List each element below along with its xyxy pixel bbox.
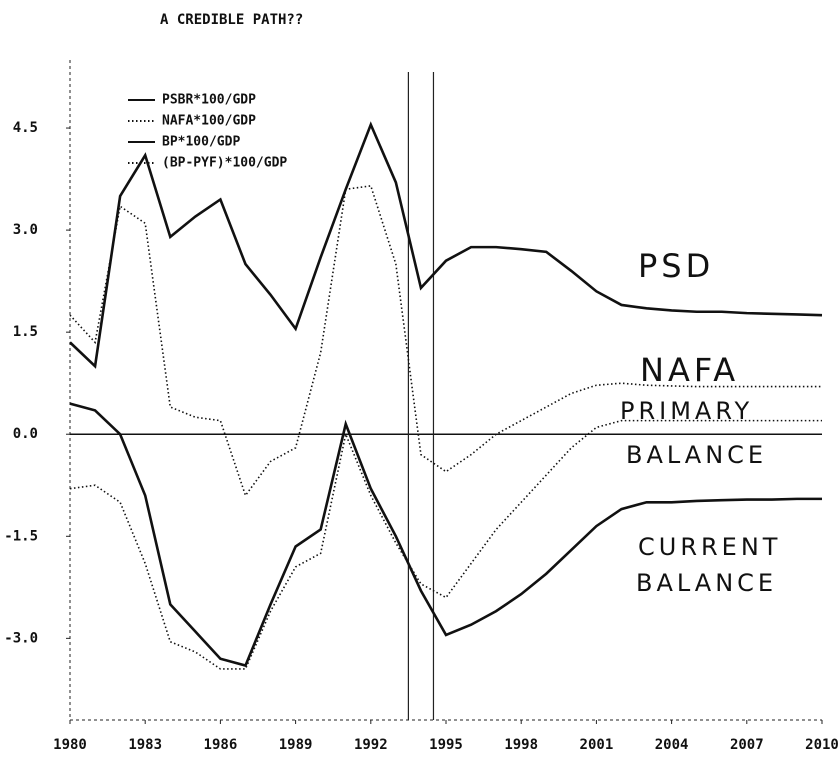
y-tick-label: -3.0 <box>4 630 38 646</box>
x-tick-label: 2004 <box>655 737 689 753</box>
y-tick-label: -1.5 <box>4 528 38 544</box>
series-line <box>69 121 823 369</box>
annotation: PRIMARY <box>620 397 753 425</box>
legend-label: (BP-PYF)*100/GDP <box>162 156 287 171</box>
annotation: NAFA <box>640 351 739 389</box>
x-tick-label: 2001 <box>580 737 614 753</box>
legend-label: BP*100/GDP <box>162 135 240 150</box>
x-tick-label: 1983 <box>128 737 162 753</box>
x-tick-label: 1998 <box>504 737 538 753</box>
series-line <box>69 402 822 668</box>
x-tick-label: 1995 <box>429 737 463 753</box>
y-tick-label: 3.0 <box>13 222 38 238</box>
y-tick-label: 1.5 <box>13 324 38 340</box>
legend-label: NAFA*100/GDP <box>162 114 256 129</box>
annotation: CURRENT <box>638 533 781 561</box>
x-tick-label: 2007 <box>730 737 764 753</box>
y-tick-label: 4.5 <box>13 120 38 136</box>
x-tick-label: 1980 <box>53 737 87 753</box>
legend-label: PSBR*100/GDP <box>162 93 256 108</box>
y-tick-label: 0.0 <box>13 426 38 442</box>
x-tick-label: 1986 <box>204 737 238 753</box>
x-tick-label: 2010 <box>805 737 839 753</box>
x-tick-label: 1992 <box>354 737 388 753</box>
chart-title: A CREDIBLE PATH?? <box>160 12 303 28</box>
annotation: BALANCE <box>626 441 767 469</box>
annotation: PSD <box>638 247 714 285</box>
annotation: BALANCE <box>636 569 777 597</box>
x-tick-label: 1989 <box>279 737 313 753</box>
